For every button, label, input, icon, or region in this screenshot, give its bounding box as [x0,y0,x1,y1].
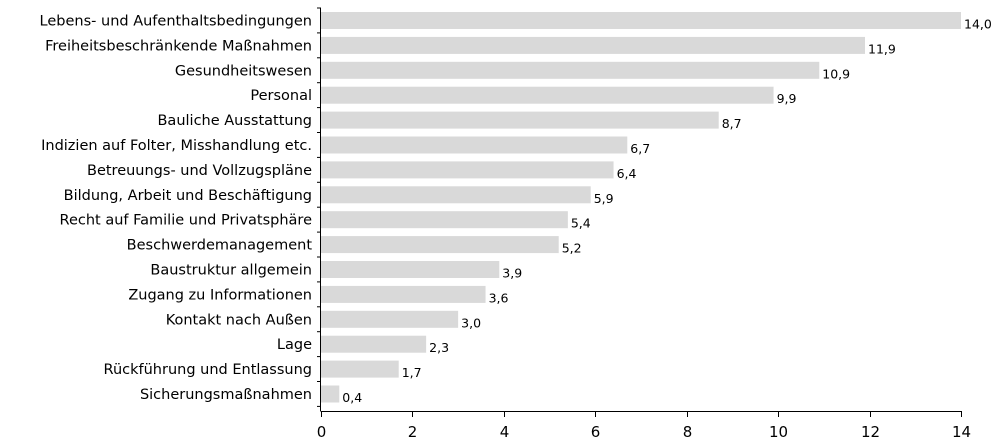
x-tick-label: 4 [500,423,510,440]
bar [321,285,486,303]
data-label: 14,0 [964,17,992,32]
bar [321,36,865,54]
data-label: 8,7 [722,116,742,131]
bar [321,136,628,154]
category-label: Sicherungsmaßnahmen [140,387,312,403]
category-label: Bildung, Arbeit und Beschäftigung [64,188,312,204]
category-label: Kontakt nach Außen [166,312,312,328]
bars-layer [321,12,961,403]
category-label: Indizien auf Folter, Misshandlung etc. [41,138,312,154]
bar [321,12,961,29]
value-labels-layer: 14,0 11,9 10,9 9,9 8,7 6,7 6,45,95,4 5,2 3,9 3,6 3… [342,17,992,406]
x-tick-label: 0 [317,423,327,440]
data-label: 0,4 [342,390,362,405]
bar [321,161,614,179]
bar [321,310,459,328]
category-label: Beschwerdemanagement [127,238,313,254]
category-label: Rückführung und Entlassung [104,362,312,378]
category-label: Betreuungs- und Vollzugspläne [87,163,312,179]
x-tick-label: 6 [591,423,601,440]
category-label: Personal [250,88,312,104]
data-label: 5,4 [571,216,591,231]
x-tick-label: 12 [861,423,880,440]
data-label: 5,9 [594,191,614,206]
bar [321,335,427,353]
bar [321,61,820,79]
bar [321,261,500,278]
category-label: Baustruktur allgemein [150,263,312,279]
data-label: 5,2 [562,241,582,256]
bar [321,211,568,229]
data-label: 3,0 [461,315,481,330]
category-label: Gesundheitswesen [175,63,312,79]
data-label: 3,6 [489,290,509,305]
bar [321,186,591,204]
category-labels-layer: Lebens- und Aufenthaltsbedingungen Freihe… [40,14,313,404]
data-label: 1,7 [402,365,422,380]
bar [321,236,559,254]
bar [321,360,399,378]
x-tick-label: 8 [683,423,693,440]
data-label: 3,9 [502,266,522,281]
x-tick-label: 10 [769,423,788,440]
data-label: 6,7 [630,141,650,156]
bar [321,111,719,129]
category-label: Lebens- und Aufenthaltsbedingungen [40,14,312,30]
axes-layer: 0 2 4 6 8 10 12 14 [317,7,971,440]
x-tick-label: 2 [408,423,418,440]
data-label: 9,9 [777,91,797,106]
category-label: Zugang zu Informationen [128,287,312,303]
category-label: Recht auf Familie und Privatsphäre [60,213,313,229]
data-label: 2,3 [429,340,449,355]
x-tick-label: 14 [952,423,971,440]
data-label: 6,4 [617,166,637,181]
category-label: Lage [277,337,312,353]
data-label: 11,9 [868,41,896,56]
data-label: 10,9 [822,66,850,81]
bar [321,86,774,104]
bar [321,385,340,403]
category-label: Freiheitsbeschränkende Maßnahmen [45,38,312,54]
category-label: Bauliche Ausstattung [157,113,312,129]
